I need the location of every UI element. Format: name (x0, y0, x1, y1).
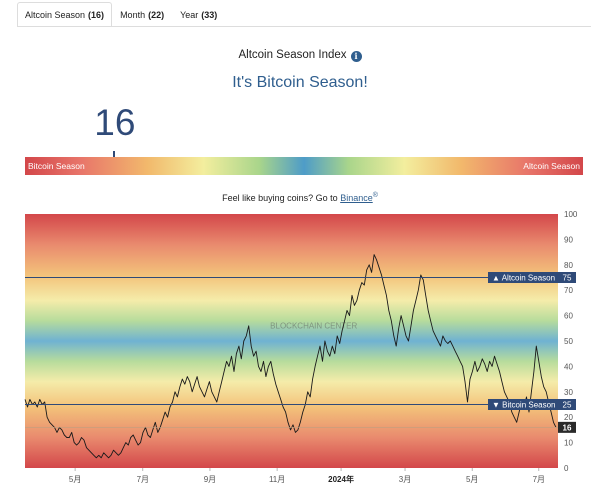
y-tick-label: 40 (564, 362, 573, 371)
tab-count: (22) (148, 10, 165, 20)
promo-text: Feel like buying coins? Go to (222, 193, 341, 203)
x-tick-label: 5月 (69, 475, 81, 484)
y-tick-label: 0 (564, 464, 569, 473)
x-tick-label: 11月 (269, 475, 285, 484)
y-tick-label: 90 (564, 235, 573, 244)
threshold-tag (488, 272, 558, 283)
tab-altcoin-season[interactable]: Altcoin Season (16) (17, 2, 113, 27)
index-value: 16 (94, 102, 136, 143)
tab-year[interactable]: Year (33) (172, 2, 225, 27)
season-scale-bar: Bitcoin Season Altcoin Season (25, 157, 583, 175)
y-tick-label: 20 (564, 413, 573, 422)
threshold-value-label: 75 (563, 274, 572, 283)
threshold-lines: ▲ Altcoin Season 75 ▼ Bitcoin Season 25 (25, 272, 576, 410)
y-tick-label: 60 (564, 312, 573, 321)
tab-bar: Altcoin Season (16) Month (22) Year (33) (17, 2, 225, 27)
current-value-label: 16 (563, 423, 572, 432)
y-tick-label: 30 (564, 388, 573, 397)
scale-label-altcoin: Altcoin Season (523, 161, 580, 171)
x-axis: 5月 7月 9月 11月 2024年 3月 5月 7月 (69, 468, 545, 484)
tab-label: Altcoin Season (25, 10, 86, 20)
chart-watermark: BLOCKCHAIN CENTER (270, 321, 357, 330)
y-tick-label: 100 (564, 210, 578, 219)
info-icon[interactable]: i (350, 51, 362, 62)
threshold-value-box (558, 272, 576, 283)
x-tick-label: 7月 (137, 475, 149, 484)
tab-divider (17, 26, 591, 27)
y-tick-label: 50 (564, 337, 573, 346)
external-link-icon: ® (372, 192, 378, 199)
threshold-tag-label: ▲ Altcoin Season (492, 274, 555, 283)
x-tick-label: 3月 (399, 475, 411, 484)
current-value-box (558, 421, 576, 433)
plot-background (25, 214, 558, 468)
tab-month[interactable]: Month (22) (112, 2, 172, 27)
x-tick-label: 5月 (466, 475, 478, 484)
season-headline: It's Bitcoin Season! (232, 74, 368, 91)
index-chart: 5月 7月 9月 11月 2024年 3月 5月 7月 0 10 20 30 40 50 60 70 80 90… (0, 205, 600, 495)
current-value-tag: 16 (25, 421, 576, 433)
x-tick-label: 9月 (204, 475, 216, 484)
scale-label-bitcoin: Bitcoin Season (28, 161, 85, 171)
chart-svg: 5月 7月 9月 11月 2024年 3月 5月 7月 0 10 20 30 40 50 60 70 80 90… (24, 210, 578, 484)
promo-line: Feel like buying coins? Go to Binance® (0, 192, 600, 203)
threshold-tag-label: ▼ Bitcoin Season (492, 401, 556, 410)
page-title-text: Altcoin Season Index (238, 49, 347, 61)
tab-count: (33) (201, 10, 218, 20)
index-series-line (24, 254, 557, 459)
threshold-tag (488, 399, 558, 410)
y-tick-label: 80 (564, 261, 573, 270)
y-axis: 0 10 20 30 40 50 60 70 80 90 100 (564, 210, 578, 473)
tab-label: Year (180, 10, 199, 20)
x-tick-label: 2024年 (328, 474, 354, 484)
threshold-value-box (558, 399, 576, 410)
page-title: Altcoin Season Index i (0, 49, 600, 62)
x-tick-label: 7月 (533, 475, 545, 484)
y-tick-label: 70 (564, 286, 573, 295)
tab-count: (16) (88, 10, 105, 20)
y-tick-label: 10 (564, 439, 573, 448)
binance-link[interactable]: Binance (340, 193, 373, 203)
tab-label: Month (120, 10, 146, 20)
threshold-value-label: 25 (563, 401, 572, 410)
